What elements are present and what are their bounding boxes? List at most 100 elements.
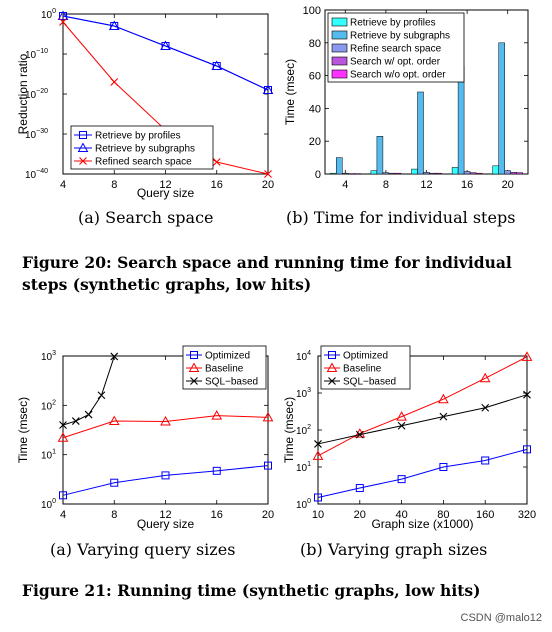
y-tick-label: 103 <box>296 387 311 400</box>
data-point <box>314 440 322 448</box>
y-tick-label: 0 <box>315 169 321 181</box>
data-point <box>110 478 119 487</box>
data-point <box>108 415 120 426</box>
x-tick-label: 12 <box>159 509 171 521</box>
bar <box>330 172 337 175</box>
legend-swatch <box>331 30 348 40</box>
data-point <box>59 421 67 429</box>
data-point <box>355 484 364 493</box>
legend-marker <box>190 377 198 385</box>
bar <box>463 171 471 175</box>
x-tick-label: 16 <box>211 509 223 521</box>
bar <box>411 168 418 175</box>
caption-fig20a: (a) Search space <box>78 208 214 227</box>
bar <box>382 172 390 175</box>
x-tick-label: 160 <box>476 509 494 521</box>
y-tick-label: 101 <box>41 449 56 462</box>
series-line <box>317 394 528 445</box>
bar <box>510 172 517 175</box>
data-point <box>262 411 274 422</box>
legend-label: Refine search space <box>350 44 442 55</box>
x-tick-label: 20 <box>262 179 274 191</box>
series-line <box>62 15 269 91</box>
x-tick-label: 320 <box>518 509 536 521</box>
legend-swatch <box>331 43 348 53</box>
legend-label: Optimized <box>343 351 388 362</box>
data-point <box>523 390 531 399</box>
x-axis-label: Query size <box>137 517 195 531</box>
data-point <box>57 10 69 20</box>
data-point <box>438 393 449 404</box>
data-point <box>397 475 406 484</box>
y-tick-label: 101 <box>296 461 311 474</box>
y-tick-label: 102 <box>296 424 311 437</box>
data-point <box>59 18 67 26</box>
y-tick-label: 10−10 <box>25 48 48 61</box>
legend-marker <box>79 131 87 139</box>
data-point <box>521 351 533 361</box>
data-point <box>396 411 407 421</box>
legend-marker <box>326 362 338 372</box>
data-point <box>212 158 221 166</box>
bar <box>417 91 424 175</box>
y-tick-label: 100 <box>303 5 321 17</box>
series-line <box>317 448 528 498</box>
data-point <box>97 391 106 400</box>
x-tick-label: 20 <box>262 509 274 521</box>
bar <box>504 170 511 175</box>
x-tick-label: 40 <box>395 509 407 521</box>
legend-marker <box>328 351 336 359</box>
series-line <box>62 15 269 91</box>
data-point <box>84 410 93 419</box>
bar <box>376 136 384 175</box>
legend-swatch <box>331 56 348 66</box>
bar <box>429 172 436 175</box>
legend-label: Optimized <box>205 351 250 362</box>
y-tick-label: 103 <box>41 350 56 363</box>
x-tick-label: 4 <box>342 179 348 191</box>
data-point <box>57 432 69 442</box>
legend-label: Refined search space <box>95 157 192 168</box>
y-axis-label: Time (msec) <box>283 59 297 125</box>
data-point <box>59 491 67 500</box>
data-point <box>160 40 171 50</box>
figure-20-caption: Figure 20: Search space and running time… <box>22 253 512 294</box>
legend-label: Retrieve by profiles <box>350 18 436 29</box>
x-tick-label: 10 <box>312 509 324 521</box>
data-point <box>314 493 322 502</box>
bar <box>342 172 349 175</box>
data-point <box>523 445 531 454</box>
x-axis-label: Query size <box>137 186 195 200</box>
legend-label: Retrieve by subgraphs <box>95 144 195 155</box>
data-point <box>262 84 274 94</box>
x-tick-label: 12 <box>159 179 171 191</box>
legend-label: Baseline <box>343 364 382 375</box>
y-tick-label: 104 <box>296 350 311 363</box>
legend-label: SQL−based <box>343 377 396 388</box>
data-point <box>108 20 120 30</box>
legend-swatch <box>331 69 348 79</box>
x-tick-label: 16 <box>211 179 223 191</box>
y-tick-label: 100 <box>41 8 56 21</box>
y-tick-label: 100 <box>41 498 56 511</box>
y-tick-label: 20 <box>309 136 321 148</box>
caption-fig21b: (b) Varying graph sizes <box>300 540 488 559</box>
data-point <box>439 412 448 421</box>
data-point <box>479 372 491 383</box>
data-point <box>397 421 406 430</box>
x-tick-label: 8 <box>111 509 117 521</box>
bar <box>354 173 361 175</box>
x-tick-label: 16 <box>461 179 473 191</box>
caption-fig21a: (a) Varying query sizes <box>50 540 236 559</box>
bar <box>370 170 378 175</box>
bar <box>388 172 396 175</box>
bar <box>348 173 355 175</box>
y-axis-label: Time (msec) <box>16 397 30 463</box>
legend-label: Search w/o opt. order <box>350 70 446 81</box>
x-axis-label: Graph size (x1000) <box>371 517 473 531</box>
data-point <box>160 415 171 426</box>
x-tick-label: 4 <box>60 179 66 191</box>
y-tick-label: 10−30 <box>25 128 48 141</box>
bar <box>451 167 459 175</box>
